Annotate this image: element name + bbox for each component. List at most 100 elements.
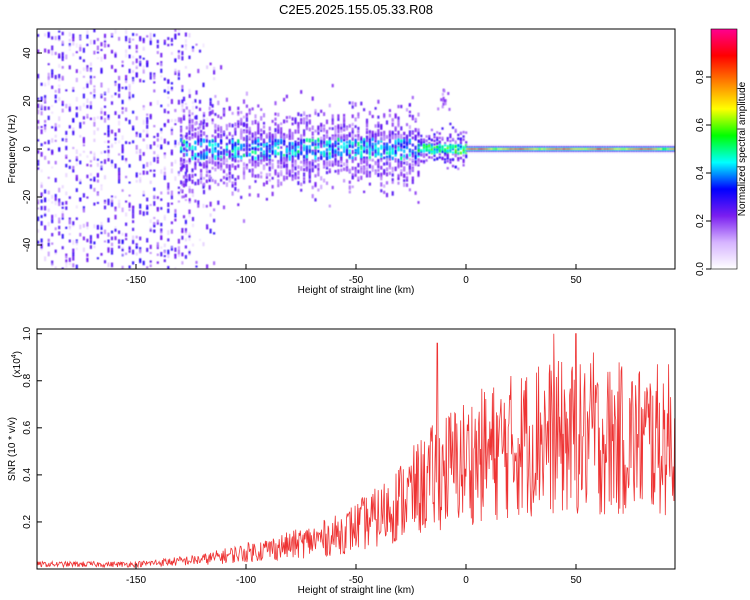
heatmap-cell-3299	[654, 148, 657, 150]
heatmap-cell-1755	[283, 119, 286, 124]
heatmap-cell-746	[153, 187, 156, 191]
heatmap-cell-566	[125, 212, 128, 217]
heatmap-cell-843	[170, 52, 173, 55]
heatmap-cell-2441	[380, 125, 383, 130]
heatmap-cell-218	[68, 262, 71, 266]
heatmap-cell-986	[198, 238, 202, 242]
heatmap-cell-2895	[451, 126, 455, 129]
heatmap-cell-1685	[274, 122, 277, 126]
heatmap-cell-845	[170, 168, 173, 174]
heatmap-cell-2758	[425, 148, 428, 152]
heatmap-cell-1344	[225, 182, 228, 187]
heatmap-cell-2543	[394, 158, 397, 163]
heatmap-cell-2416	[377, 159, 380, 163]
snr-x-tick-label-0: -150	[126, 575, 146, 586]
heatmap-cell-793	[163, 152, 166, 155]
heatmap-cell-2755	[425, 139, 428, 143]
heatmap-cell-1522	[248, 135, 251, 139]
heatmap-cell-1851	[297, 144, 300, 149]
heatmap-cell-2181	[343, 119, 346, 123]
heatmap-cell-265	[79, 106, 82, 111]
heatmap-cell-1866	[300, 148, 303, 153]
heatmap-cell-487	[114, 111, 117, 115]
heatmap-cell-1402	[231, 123, 234, 128]
heatmap-cell-1013	[209, 62, 212, 66]
heatmap-cell-2023	[320, 126, 323, 131]
heatmap-cell-3135	[555, 148, 558, 150]
spectrogram-x-tick-label-3: 0	[463, 275, 469, 286]
heatmap-cell-439	[103, 140, 107, 144]
heatmap-cell-1852	[297, 155, 300, 160]
heatmap-cell-1614	[262, 182, 266, 187]
heatmap-cell-2235	[351, 143, 354, 149]
heatmap-cell-3139	[558, 148, 561, 150]
heatmap-cell-3131	[553, 148, 556, 150]
heatmap-cell-2662	[411, 153, 414, 158]
heatmap-cell-1141	[194, 141, 197, 145]
heatmap-cell-2593	[403, 173, 406, 178]
heatmap-cell-2379	[371, 165, 374, 169]
heatmap-cell-5	[37, 240, 40, 244]
heatmap-cell-2658	[411, 158, 414, 162]
heatmap-cell-1432	[237, 148, 240, 153]
heatmap-cell-2019	[320, 176, 323, 181]
heatmap-cell-1532	[251, 168, 254, 172]
heatmap-cell-2020	[320, 143, 323, 148]
heatmap-cell-1886	[303, 144, 306, 147]
heatmap-cell-1803	[288, 128, 291, 132]
heatmap-cell-779	[160, 68, 163, 73]
heatmap-cell-2823	[438, 140, 441, 143]
heatmap-cell-2456	[383, 156, 386, 160]
heatmap-cell-2975	[442, 98, 445, 102]
heatmap-cell-3275	[640, 148, 643, 150]
heatmap-cell-178	[65, 173, 68, 178]
colorbar-tick-label-4: 0.8	[695, 70, 706, 84]
heatmap-cell-3231	[613, 148, 616, 150]
heatmap-cell-2417	[377, 162, 380, 167]
heatmap-cell-609	[132, 110, 135, 114]
heatmap-cell-2271	[357, 141, 360, 147]
heatmap-cell-109	[51, 69, 54, 75]
heatmap-cell-2681	[414, 155, 417, 160]
heatmap-cell-88	[51, 260, 54, 266]
heatmap-cell-2147	[340, 134, 343, 137]
heatmap-cell-2232	[351, 129, 354, 134]
heatmap-cell-209	[68, 225, 71, 229]
heatmap-cell-3211	[601, 148, 604, 150]
heatmap-cell-3203	[596, 148, 599, 150]
heatmap-cell-1730	[280, 131, 283, 136]
heatmap-cell-602	[132, 140, 135, 144]
heatmap-cell-1724	[280, 138, 283, 142]
heatmap-cell-3263	[633, 148, 636, 150]
heatmap-cell-2138	[337, 114, 340, 119]
heatmap-cell-705	[149, 75, 152, 80]
heatmap-cell-1862	[297, 137, 300, 141]
heatmap-cell-844	[170, 221, 173, 225]
heatmap-cell-996	[202, 82, 205, 88]
heatmap-cell-1105	[191, 119, 194, 124]
heatmap-cell-2117	[334, 151, 337, 155]
heatmap-cell-1918	[305, 121, 308, 125]
heatmap-cell-1441	[237, 139, 240, 143]
heatmap-cell-2074	[328, 155, 331, 160]
heatmap-cell-2489	[388, 109, 391, 112]
heatmap-cell-2865	[446, 154, 449, 157]
heatmap-cell-2730	[420, 150, 423, 153]
heatmap-cell-1360	[225, 124, 228, 128]
heatmap-cell-2480	[385, 146, 389, 150]
heatmap-cell-474	[110, 65, 114, 69]
heatmap-cell-2431	[380, 155, 383, 159]
heatmap-cell-519	[118, 203, 121, 209]
heatmap-cell-1097	[188, 124, 191, 128]
heatmap-cell-586	[128, 203, 131, 208]
heatmap-cell-274	[79, 122, 82, 127]
heatmap-cell-717	[149, 144, 152, 150]
heatmap-cell-1597	[260, 147, 263, 150]
heatmap-cell-3159	[570, 148, 573, 150]
heatmap-cell-1710	[277, 183, 280, 188]
heatmap-cell-34	[40, 104, 43, 109]
heatmap-cell-2737	[422, 152, 426, 156]
heatmap-cell-165	[61, 54, 64, 59]
heatmap-cell-235	[72, 41, 75, 46]
heatmap-cell-2535	[394, 139, 397, 142]
